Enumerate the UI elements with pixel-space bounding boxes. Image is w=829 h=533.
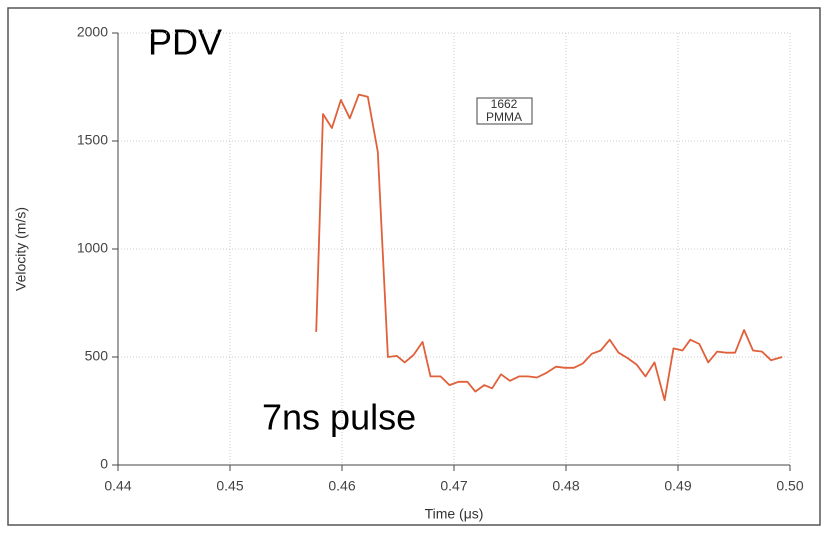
y-tick-label: 500 bbox=[85, 348, 109, 364]
y-tick-label: 0 bbox=[100, 456, 108, 472]
chart-title: PDV bbox=[148, 22, 222, 63]
y-tick-label: 1000 bbox=[77, 240, 108, 256]
x-tick-label: 0.48 bbox=[552, 478, 579, 494]
annotation-box bbox=[476, 97, 533, 125]
annotation: 7ns pulse bbox=[262, 397, 416, 438]
x-tick-label: 0.46 bbox=[328, 478, 355, 494]
x-tick-label: 0.49 bbox=[664, 478, 691, 494]
frame bbox=[7, 7, 821, 526]
x-axis-label: Time (μs) bbox=[425, 506, 484, 522]
x-tick-label: 0.50 bbox=[776, 478, 803, 494]
data-line bbox=[315, 93, 783, 402]
y-axis-label: Velocity (m/s) bbox=[13, 207, 29, 291]
y-tick-label: 2000 bbox=[77, 24, 108, 40]
x-tick-label: 0.44 bbox=[104, 478, 131, 494]
x-tick-label: 0.47 bbox=[440, 478, 467, 494]
x-tick-label: 0.45 bbox=[216, 478, 243, 494]
box-label: PMMA bbox=[486, 110, 522, 124]
y-tick-label: 1500 bbox=[77, 132, 108, 148]
box-label: 1662 bbox=[491, 97, 518, 111]
